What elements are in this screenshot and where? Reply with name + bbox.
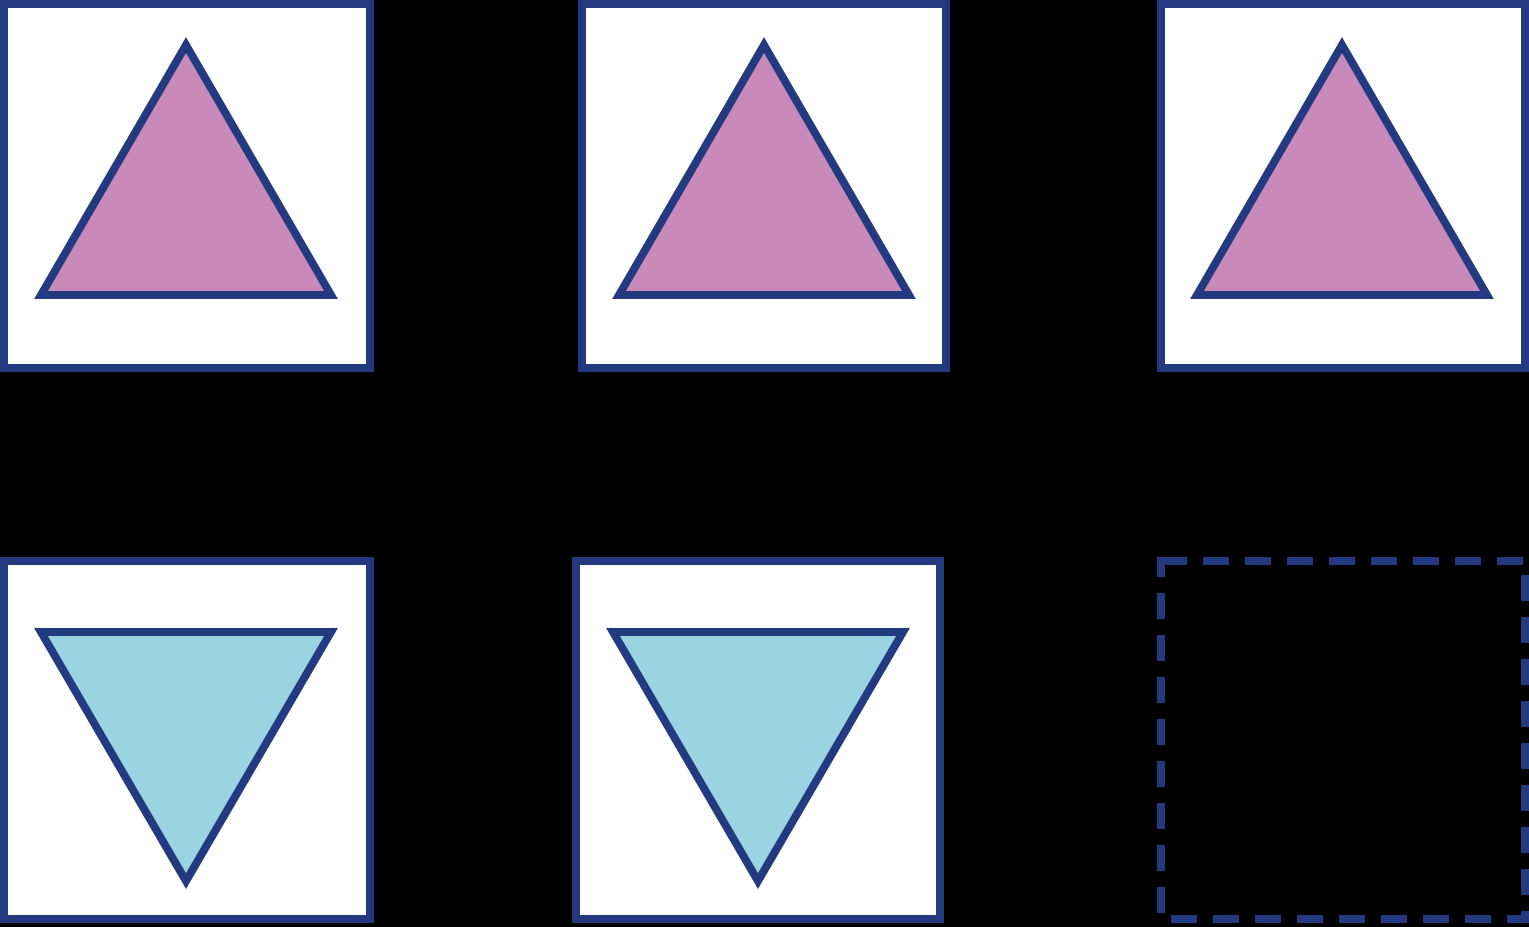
triangle-down: [606, 628, 910, 889]
triangle-up: [612, 37, 916, 299]
dashed-empty-frame[interactable]: [1157, 557, 1529, 923]
card-r1c1: [0, 0, 374, 372]
answer-placeholder[interactable]: [1157, 557, 1529, 923]
triangle-up: [34, 37, 338, 299]
card-r1c3: [1157, 0, 1529, 372]
card-r2c1: [0, 557, 374, 923]
card-r1c2: [578, 0, 950, 372]
triangle-down: [34, 628, 338, 889]
card-r2c2: [572, 557, 944, 923]
triangle-up: [1190, 37, 1494, 299]
